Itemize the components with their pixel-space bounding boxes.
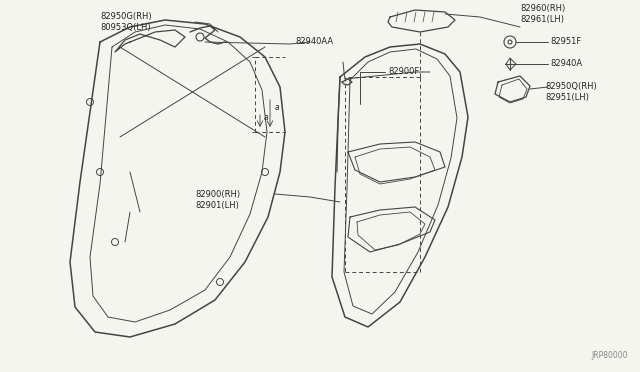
Text: 82900(RH)
82901(LH): 82900(RH) 82901(LH) (195, 190, 240, 210)
Text: 82940AA: 82940AA (295, 38, 333, 46)
Text: 82940A: 82940A (550, 60, 582, 68)
Text: a: a (264, 113, 269, 122)
Text: 82951F: 82951F (550, 38, 581, 46)
Text: JRP80000: JRP80000 (591, 351, 628, 360)
Text: 82960(RH)
82961(LH): 82960(RH) 82961(LH) (520, 4, 565, 24)
Text: 82900F: 82900F (388, 67, 419, 77)
Text: 82950Q(RH)
82951(LH): 82950Q(RH) 82951(LH) (545, 82, 596, 102)
Text: a: a (275, 103, 280, 112)
Text: 82950G(RH)
80953Q(LH): 82950G(RH) 80953Q(LH) (100, 12, 152, 32)
